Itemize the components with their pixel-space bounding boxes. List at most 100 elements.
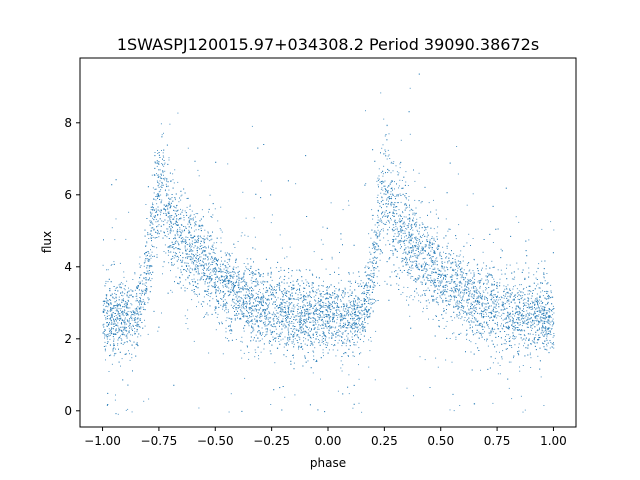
data-point	[395, 228, 397, 230]
data-point	[483, 316, 485, 318]
data-point	[462, 310, 464, 312]
data-point	[167, 205, 169, 207]
data-point	[200, 243, 201, 245]
data-point	[410, 270, 412, 271]
data-point	[187, 223, 189, 225]
data-point	[128, 300, 130, 302]
data-point	[259, 289, 261, 291]
data-point	[466, 313, 467, 315]
data-point	[406, 228, 408, 230]
data-point	[112, 296, 114, 298]
data-point	[377, 226, 378, 228]
data-point	[304, 331, 306, 333]
data-point	[293, 322, 295, 324]
data-point	[513, 298, 515, 300]
data-point	[389, 193, 391, 195]
data-point	[134, 311, 136, 313]
data-point	[210, 247, 212, 249]
data-point	[314, 347, 316, 349]
data-point	[262, 276, 264, 278]
data-point	[226, 317, 228, 319]
data-point	[160, 202, 162, 204]
data-point	[423, 233, 424, 235]
data-point	[208, 265, 210, 267]
data-point	[208, 258, 209, 260]
data-point	[428, 247, 430, 249]
data-point	[541, 310, 543, 312]
data-point	[219, 228, 221, 230]
data-point	[479, 324, 481, 326]
data-point	[224, 304, 226, 306]
data-point	[466, 204, 468, 206]
data-point	[443, 308, 445, 310]
data-point	[115, 348, 116, 350]
data-point	[152, 202, 153, 204]
data-point	[188, 253, 190, 255]
data-point	[394, 221, 396, 223]
data-point	[534, 310, 536, 312]
data-point	[155, 162, 157, 164]
data-point	[262, 294, 264, 296]
data-point	[204, 229, 206, 231]
data-point	[116, 310, 118, 312]
data-point	[314, 321, 316, 323]
data-point	[412, 210, 414, 211]
data-point	[527, 290, 529, 292]
data-point	[337, 295, 339, 297]
data-point	[159, 176, 161, 178]
data-point	[226, 303, 228, 304]
data-point	[143, 303, 145, 305]
data-point	[472, 270, 474, 272]
data-point	[475, 289, 477, 291]
data-point	[425, 262, 426, 264]
data-point	[222, 297, 224, 298]
data-point	[153, 228, 155, 230]
data-point	[422, 263, 424, 265]
data-point	[248, 292, 250, 294]
data-point	[412, 299, 414, 301]
data-point	[545, 333, 547, 335]
data-point	[450, 281, 452, 283]
data-point	[302, 301, 304, 303]
data-point	[107, 333, 109, 335]
data-point	[191, 262, 193, 264]
data-point	[313, 311, 314, 313]
data-point	[258, 301, 260, 303]
data-point	[484, 339, 485, 341]
data-point	[348, 273, 350, 275]
data-point	[503, 291, 504, 293]
data-point	[180, 224, 182, 226]
data-point	[186, 198, 188, 199]
data-point	[199, 262, 201, 264]
data-point	[240, 313, 242, 315]
data-point	[110, 308, 112, 310]
data-point	[165, 195, 167, 197]
data-point	[233, 274, 235, 276]
data-point	[499, 299, 501, 301]
data-point	[229, 280, 231, 282]
data-point	[261, 302, 262, 304]
data-point	[499, 351, 500, 353]
data-point	[297, 303, 299, 305]
data-point	[461, 286, 463, 288]
data-point	[203, 246, 205, 248]
data-point	[412, 220, 414, 222]
data-point	[230, 318, 232, 320]
data-point	[354, 299, 356, 301]
data-point	[431, 248, 433, 250]
data-point	[352, 355, 354, 357]
data-point	[437, 226, 439, 228]
data-point	[236, 298, 238, 300]
data-point	[528, 272, 530, 274]
data-point	[490, 294, 492, 296]
data-point	[275, 326, 277, 328]
data-point	[353, 343, 355, 345]
data-point	[288, 313, 289, 315]
data-point	[335, 288, 337, 290]
data-point	[189, 242, 191, 244]
data-point	[393, 239, 395, 240]
data-point	[379, 259, 381, 261]
data-point	[252, 294, 254, 296]
data-point	[457, 300, 459, 302]
data-point	[449, 300, 451, 302]
